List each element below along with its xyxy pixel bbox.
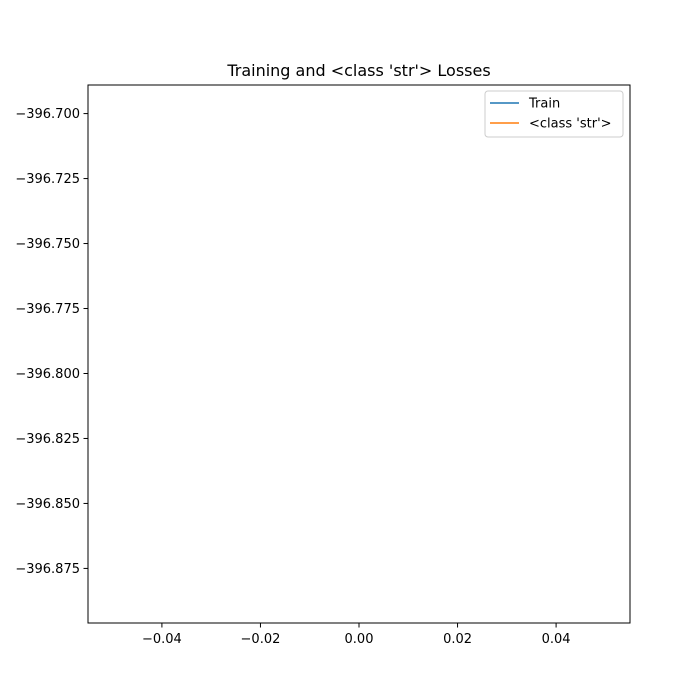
y-tick-label: −396.725: [15, 172, 80, 187]
legend-label: <class 'str'>: [529, 117, 612, 132]
x-axis: −0.04 −0.02 0.00 0.02 0.04: [142, 623, 571, 647]
x-tick-label: 0.04: [542, 632, 571, 647]
y-tick-label: −396.700: [15, 107, 80, 122]
x-tick-label: −0.04: [142, 632, 182, 647]
y-tick-label: −396.800: [15, 367, 80, 382]
y-axis: −396.700 −396.725 −396.750 −396.775 −396.800…: [15, 107, 88, 577]
y-tick-label: −396.850: [15, 497, 80, 512]
chart-title: Training and <class 'str'> Losses: [226, 61, 490, 80]
x-tick-label: 0.02: [443, 632, 472, 647]
y-tick-label: −396.875: [15, 562, 80, 577]
legend-label: Train: [528, 97, 560, 112]
y-tick-label: −396.825: [15, 432, 80, 447]
plot-area: [87, 84, 631, 624]
y-tick-label: −396.750: [15, 237, 80, 252]
x-tick-label: −0.02: [241, 632, 281, 647]
legend: Train <class 'str'>: [484, 90, 624, 138]
legend-box: [484, 90, 624, 138]
y-tick-label: −396.775: [15, 302, 80, 317]
x-tick-label: 0.00: [345, 632, 374, 647]
